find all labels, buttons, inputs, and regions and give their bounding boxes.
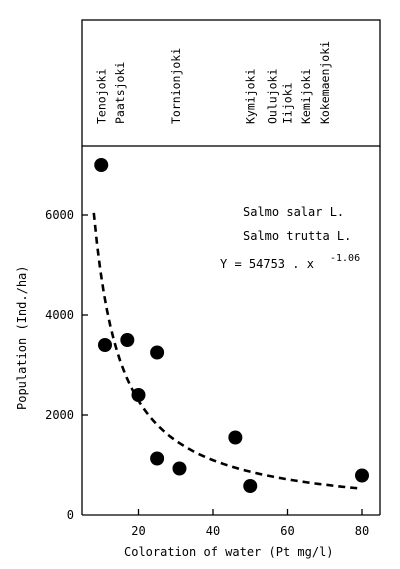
fit-curve: [92, 212, 359, 490]
data-point-2: [97, 338, 112, 352]
river-label-oulujoki: Oulujoki: [266, 69, 280, 124]
y-tick-label-6000: 6000: [45, 208, 74, 222]
x-tick-label-80: 80: [355, 524, 369, 538]
data-point-6: [150, 451, 165, 466]
x-tick-label-20: 20: [131, 524, 145, 538]
species-label-salmo-salar: Salmo salar L.: [243, 205, 344, 219]
plot-area: 20 40 60 80 0 2000 4000 6000: [45, 146, 381, 538]
river-label-tornionjoki: Tornionjoki: [169, 48, 183, 124]
data-point-10: [355, 468, 369, 483]
data-point-4: [131, 388, 146, 402]
river-label-kemijoki: Kemijoki: [299, 69, 313, 124]
y-tick-label-4000: 4000: [45, 308, 74, 322]
x-ticks: 20 40 60 80: [131, 509, 369, 538]
data-point-3: [120, 333, 135, 347]
y-axis-label: Population (Ind./ha): [15, 266, 29, 411]
river-label-iijoki: Iijoki: [281, 82, 295, 124]
y-ticks: 0 2000 4000 6000: [45, 208, 88, 522]
equation-exponent: -1.06: [330, 253, 360, 264]
data-points: [94, 158, 369, 493]
river-label-tenojoki: Tenojoki: [94, 69, 108, 124]
equation-label: Y = 54753 . x: [220, 257, 314, 271]
species-label-salmo-trutta: Salmo trutta L.: [243, 229, 351, 243]
y-tick-label-0: 0: [67, 508, 74, 522]
river-label-kokemaenjoki: Kokemaenjoki: [318, 41, 332, 124]
data-point-9: [243, 479, 258, 493]
data-point-1: [94, 158, 109, 172]
river-label-paatsjoki: Paatsjoki: [113, 62, 127, 124]
x-tick-label-40: 40: [206, 524, 220, 538]
data-point-7: [172, 461, 187, 476]
river-panel-frame: [81, 19, 381, 147]
y-tick-label-2000: 2000: [45, 408, 74, 422]
data-point-8: [228, 430, 243, 445]
x-axis-label: Coloration of water (Pt mg/l): [124, 545, 334, 559]
river-labels: Tenojoki Paatsjoki Tornionjoki Kymijoki Oulu…: [94, 41, 331, 124]
river-label-kymijoki: Kymijoki: [243, 69, 257, 124]
x-tick-label-60: 60: [280, 524, 294, 538]
data-point-5: [150, 345, 165, 360]
